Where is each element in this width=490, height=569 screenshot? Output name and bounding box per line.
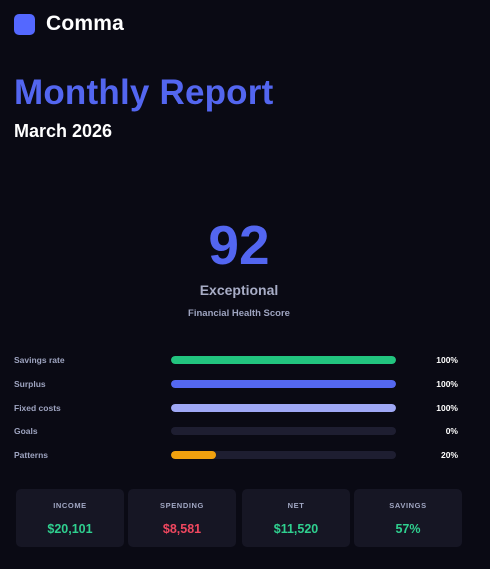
metric-label: Savings rate [14,355,65,365]
summary-cards: INCOME $20,101 SPENDING $8,581 NET $11,5… [16,489,462,547]
metric-progress-fill [171,380,396,388]
summary-card-value: $8,581 [162,522,202,536]
summary-card-net: NET $11,520 [242,489,350,547]
summary-card-title: NET [287,501,305,510]
summary-card-title: SPENDING [160,501,204,510]
metric-progress-track [171,356,396,364]
metric-progress-fill [171,451,216,459]
metric-value: 100% [436,403,458,413]
metric-label: Goals [14,426,38,436]
metric-goals: Goals 0% [0,424,490,438]
metric-progress-track [171,380,396,388]
metric-progress-track [171,427,396,435]
metric-progress-track [171,451,396,459]
metric-surplus: Surplus 100% [0,377,490,391]
report-title: Monthly Report [14,73,274,112]
metric-progress-fill [171,356,396,364]
metric-value: 100% [436,355,458,365]
metric-patterns: Patterns 20% [0,448,490,462]
metric-savings-rate: Savings rate 100% [0,353,490,367]
metric-value: 0% [445,426,458,436]
health-score-rating: Exceptional [199,282,279,298]
brand-header: Comma [14,12,124,36]
summary-card-spending: SPENDING $8,581 [128,489,236,547]
metric-value: 20% [440,450,458,460]
summary-card-title: SAVINGS [389,501,427,510]
summary-card-value: $20,101 [47,522,93,536]
metric-label: Surplus [14,379,46,389]
health-score-caption: Financial Health Score [188,308,290,319]
metric-fixed-costs: Fixed costs 100% [0,401,490,415]
comma-logo-icon [14,13,35,35]
summary-card-title: INCOME [53,501,87,510]
metric-progress-track [171,404,396,412]
health-score-value: 92 [208,214,270,276]
brand-name: Comma [46,12,125,35]
summary-card-income: INCOME $20,101 [16,489,124,547]
summary-card-savings: SAVINGS 57% [354,489,462,547]
metric-progress-fill [171,404,396,412]
metric-label: Patterns [14,450,49,460]
summary-card-value: 57% [395,522,421,536]
metric-label: Fixed costs [14,403,61,413]
report-period: March 2026 [14,121,113,141]
summary-card-value: $11,520 [273,522,319,536]
metric-value: 100% [436,379,458,389]
